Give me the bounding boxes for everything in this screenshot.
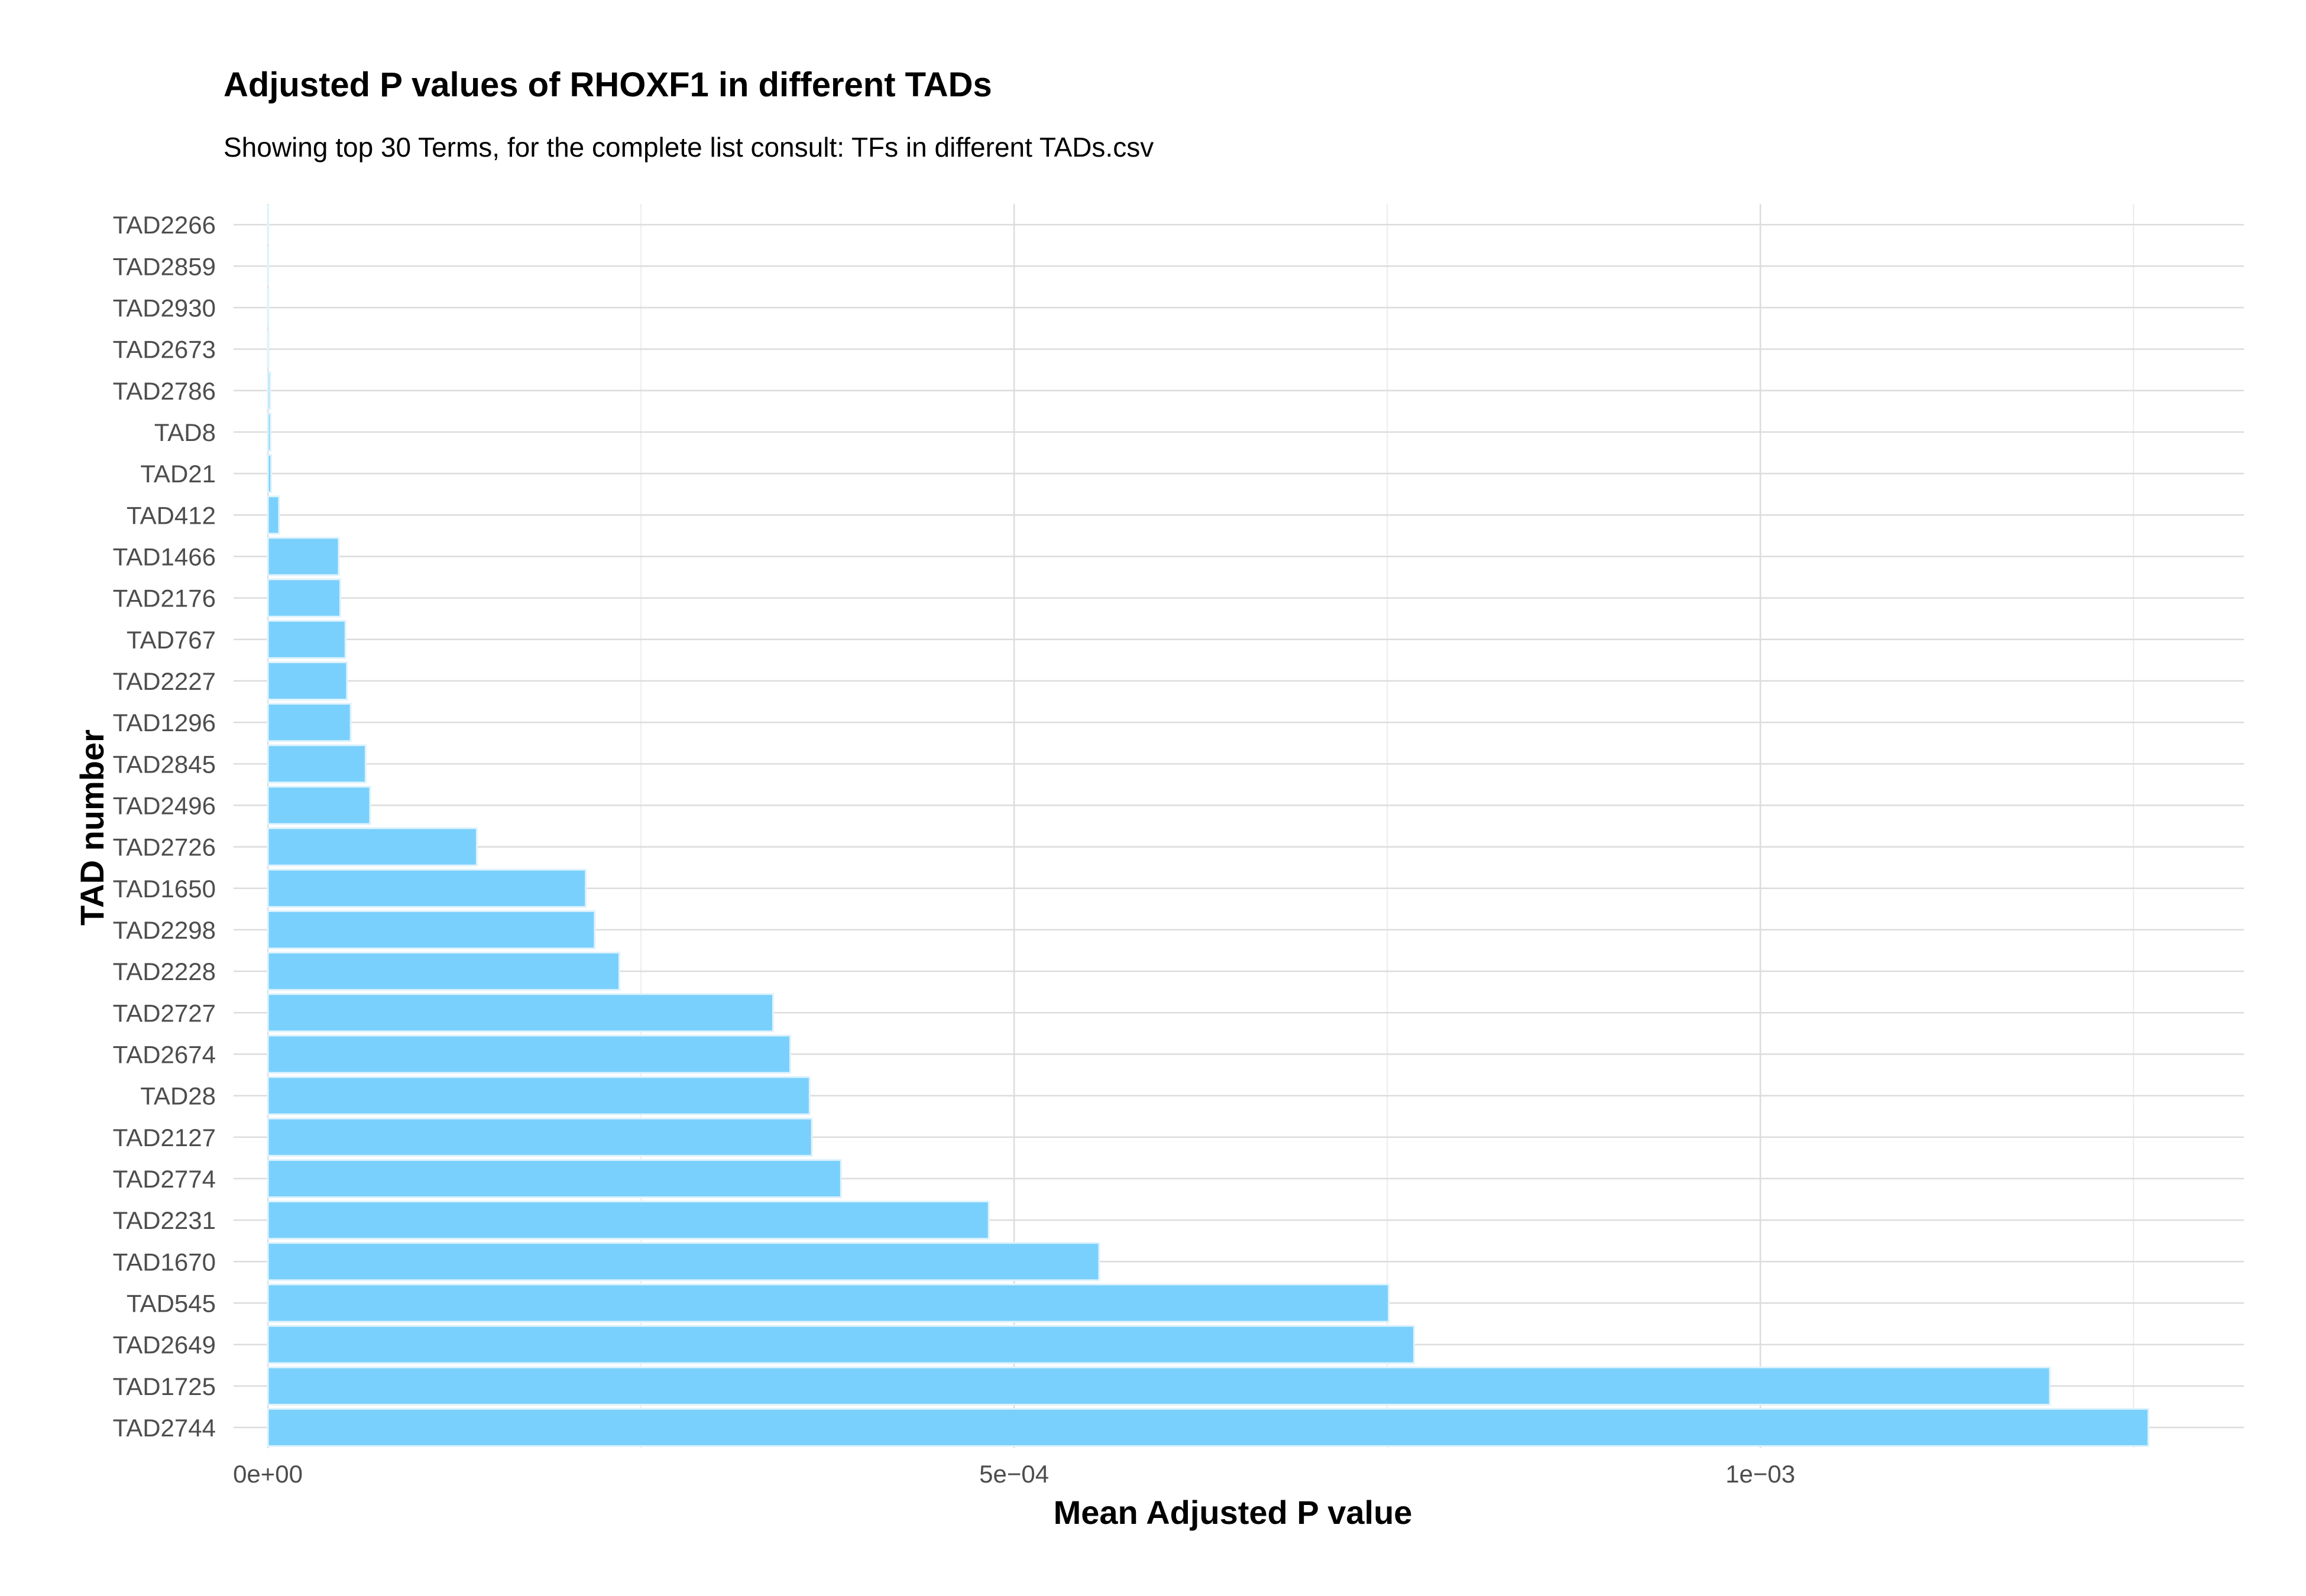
- bar-tad2127: [267, 1117, 813, 1157]
- x-axis-title: Mean Adjusted P value: [1054, 1494, 1413, 1531]
- bar-tad2227: [267, 661, 348, 700]
- bar-tad2774: [267, 1159, 842, 1198]
- bar-tad545: [267, 1283, 1390, 1323]
- y-tick-label: TAD21: [140, 460, 216, 488]
- y-tick-label: TAD28: [140, 1082, 216, 1110]
- y-tick-label: TAD2176: [113, 585, 216, 612]
- bar-tad2298: [267, 910, 596, 949]
- y-tick-label: TAD1296: [113, 709, 216, 737]
- y-tick-label: TAD2674: [113, 1040, 216, 1068]
- bar-tad2176: [267, 578, 341, 618]
- y-tick-label: TAD2231: [113, 1206, 216, 1234]
- bar-tad2727: [267, 993, 774, 1033]
- y-tick-label: TAD2228: [113, 958, 216, 985]
- y-tick-label: TAD767: [127, 626, 216, 654]
- bar-tad8: [267, 412, 272, 452]
- y-tick-label: TAD2727: [113, 999, 216, 1027]
- bar-tad2228: [267, 952, 620, 991]
- bar-tad2231: [267, 1201, 990, 1240]
- y-tick-label: TAD2298: [113, 916, 216, 944]
- y-tick-label: TAD2930: [113, 294, 216, 322]
- y-tick-label: TAD2845: [113, 750, 216, 778]
- y-tick-label: TAD412: [127, 501, 216, 529]
- y-tick-label: TAD8: [154, 419, 216, 446]
- y-tick-label: TAD2673: [113, 336, 216, 364]
- y-tick-label: TAD2127: [113, 1124, 216, 1151]
- y-tick-label: TAD2859: [113, 252, 216, 280]
- bar-tad2496: [267, 786, 371, 825]
- y-tick-label: TAD545: [127, 1289, 216, 1317]
- y-tick-label: TAD1725: [113, 1373, 216, 1400]
- y-tick-label: TAD2649: [113, 1331, 216, 1359]
- y-tick-label: TAD2496: [113, 791, 216, 819]
- y-axis-title: TAD number: [73, 729, 111, 926]
- x-tick-label: 0e+00: [233, 1460, 303, 1488]
- bar-tad1296: [267, 703, 352, 742]
- bar-tad2845: [267, 744, 367, 784]
- bar-tad2674: [267, 1034, 791, 1074]
- y-tick-label: TAD1670: [113, 1248, 216, 1276]
- bar-tad1670: [267, 1242, 1100, 1282]
- y-tick-label: TAD2266: [113, 211, 216, 239]
- bar-tad412: [267, 495, 280, 535]
- y-tick-label: TAD2227: [113, 667, 216, 695]
- y-tick-label: TAD2786: [113, 377, 216, 405]
- y-tick-label: TAD2726: [113, 833, 216, 861]
- bar-tad2744: [267, 1407, 2149, 1447]
- bar-tad1725: [267, 1366, 2051, 1406]
- y-tick-label: TAD2744: [113, 1414, 216, 1442]
- x-tick-label: 5e−04: [979, 1460, 1049, 1488]
- x-tick-label: 1e−03: [1725, 1460, 1795, 1488]
- bar-tad2786: [267, 371, 271, 410]
- y-tick-label: TAD1466: [113, 543, 216, 570]
- y-tick-label: TAD2774: [113, 1165, 216, 1193]
- bar-tad1650: [267, 868, 587, 908]
- bar-tad1466: [267, 537, 340, 576]
- bar-tad28: [267, 1076, 811, 1115]
- bar-tad21: [267, 454, 273, 494]
- chart-title: Adjusted P values of RHOXF1 in different…: [224, 66, 992, 104]
- chart-subtitle: Showing top 30 Terms, for the complete l…: [224, 132, 1154, 163]
- bar-tad2649: [267, 1325, 1416, 1364]
- bar-tad2726: [267, 827, 478, 867]
- y-tick-label: TAD1650: [113, 875, 216, 903]
- bar-tad767: [267, 619, 346, 659]
